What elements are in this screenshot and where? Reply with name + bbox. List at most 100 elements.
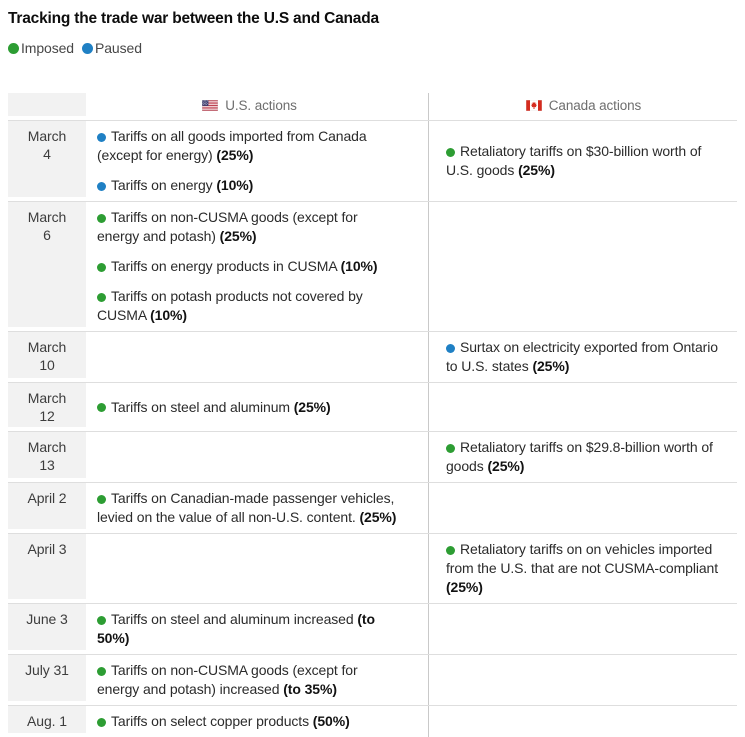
legend-item-imposed: Imposed <box>8 40 74 56</box>
canada-actions-cell: Surtax on electricity exported from Onta… <box>428 332 737 382</box>
action-emphasis: (10%) <box>340 258 378 274</box>
action-text: Tariffs on steel and aluminum <box>111 398 290 415</box>
date-label: March 13 <box>8 432 86 482</box>
imposed-dot-icon <box>446 443 455 453</box>
action-emphasis: (10%) <box>150 307 187 323</box>
date-label: April 3 <box>8 534 86 603</box>
date-label: Aug. 1 <box>8 706 86 737</box>
imposed-dot-icon <box>446 545 455 555</box>
us-actions-cell: Tariffs on non-CUSMA goods (except for e… <box>86 655 428 705</box>
table-row: Aug. 1 Tariffs on select copper products … <box>8 705 737 737</box>
action-item: Tariffs on steel and aluminum increased … <box>97 610 402 648</box>
canada-actions-cell: Retaliatory tariffs on $29.8-billion wor… <box>428 432 737 482</box>
us-actions-cell <box>86 534 428 603</box>
us-actions-cell: Tariffs on non-CUSMA goods (except for e… <box>86 202 428 331</box>
action-item: Tariffs on non-CUSMA goods (except for e… <box>97 661 402 699</box>
canada-actions-cell <box>428 706 737 737</box>
action-emphasis: (25%) <box>518 162 555 178</box>
action-text: Retaliatory tariffs on $30-billion worth… <box>446 143 702 178</box>
us-actions-header-label: U.S. actions <box>225 98 297 113</box>
action-text: Tariffs on select copper products <box>111 713 309 729</box>
us-actions-cell: Tariffs on Canadian-made passenger vehic… <box>86 483 428 533</box>
us-actions-cell: Tariffs on select copper products (50%) <box>86 706 428 737</box>
table-row: April 2 Tariffs on Canadian-made passenge… <box>8 482 737 533</box>
action-text: Tariffs on all goods imported from Canad… <box>97 128 367 163</box>
us-actions-cell <box>86 332 428 382</box>
paused-dot-icon <box>446 343 455 353</box>
action-emphasis: (to 35%) <box>283 681 337 697</box>
action-item: Tariffs on steel and aluminum (25%) <box>97 398 402 417</box>
imposed-dot-icon <box>8 42 19 54</box>
action-text: Surtax on electricity exported from Onta… <box>446 339 718 374</box>
action-item: Tariffs on energy products in CUSMA (10%… <box>97 257 402 276</box>
action-emphasis: (25%) <box>216 147 254 163</box>
us-flag-icon <box>202 100 219 111</box>
action-item: Tariffs on energy (10%) <box>97 176 402 195</box>
action-item: Retaliatory tariffs on $30-billion worth… <box>446 142 721 180</box>
paused-dot-icon <box>97 181 106 191</box>
us-actions-cell: Tariffs on all goods imported from Canad… <box>86 121 428 201</box>
table-row: March 10 Surtax on electricity exported f… <box>8 331 737 382</box>
canada-actions-column-header: Canada actions <box>428 93 737 120</box>
us-actions-cell <box>86 432 428 482</box>
us-actions-cell: Tariffs on steel and aluminum increased … <box>86 604 428 654</box>
trade-actions-table: U.S. actions Canada actions March 4 Tarif… <box>8 93 737 737</box>
table-row: March 13 Retaliatory tariffs on $29.8-bil… <box>8 431 737 482</box>
imposed-dot-icon <box>97 666 106 676</box>
paused-dot-icon <box>82 42 93 54</box>
date-label: June 3 <box>8 604 86 654</box>
action-text: Retaliatory tariffs on $29.8-billion wor… <box>446 439 713 474</box>
us-actions-cell: Tariffs on steel and aluminum (25%) <box>86 383 428 431</box>
canada-actions-cell: Retaliatory tariffs on $30-billion worth… <box>428 121 737 201</box>
action-text: Tariffs on energy <box>111 177 213 193</box>
legend-label-imposed: Imposed <box>21 40 74 56</box>
action-text: Retaliatory tariffs on on vehicles impor… <box>446 541 719 576</box>
action-item: Tariffs on non-CUSMA goods (except for e… <box>97 208 402 246</box>
action-text: Tariffs on energy products in CUSMA <box>111 258 337 274</box>
legend-item-paused: Paused <box>82 40 142 56</box>
action-item: Retaliatory tariffs on on vehicles impor… <box>446 540 721 597</box>
legend-label-paused: Paused <box>95 40 142 56</box>
date-label: July 31 <box>8 655 86 705</box>
canada-actions-cell: Retaliatory tariffs on on vehicles impor… <box>428 534 737 603</box>
date-label: March 10 <box>8 332 86 382</box>
legend: Imposed Paused <box>8 40 737 56</box>
action-text: Tariffs on steel and aluminum increased <box>111 611 354 627</box>
canada-actions-cell <box>428 604 737 654</box>
action-item: Retaliatory tariffs on $29.8-billion wor… <box>446 438 721 476</box>
imposed-dot-icon <box>97 213 106 223</box>
paused-dot-icon <box>97 132 106 142</box>
date-label: March 12 <box>8 383 86 431</box>
us-actions-column-header: U.S. actions <box>86 93 428 120</box>
action-item: Tariffs on select copper products (50%) <box>97 712 402 731</box>
table-row: July 31 Tariffs on non-CUSMA goods (excep… <box>8 654 737 705</box>
action-emphasis: (25%) <box>219 228 257 244</box>
action-emphasis: (25%) <box>293 398 331 415</box>
action-item: Tariffs on potash products not covered b… <box>97 287 402 325</box>
canada-actions-cell <box>428 383 737 431</box>
imposed-dot-icon <box>97 292 106 302</box>
table-row: April 3 Retaliatory tariffs on on vehicle… <box>8 533 737 603</box>
table-header-row: U.S. actions Canada actions <box>8 93 737 120</box>
canada-actions-cell <box>428 483 737 533</box>
canada-actions-cell <box>428 202 737 331</box>
imposed-dot-icon <box>97 403 106 412</box>
action-emphasis: (25%) <box>446 579 483 595</box>
imposed-dot-icon <box>446 147 455 157</box>
table-row: March 12 Tariffs on steel and aluminum (2… <box>8 382 737 431</box>
imposed-dot-icon <box>97 494 106 504</box>
action-emphasis: (25%) <box>359 509 397 525</box>
canada-flag-icon <box>525 100 542 111</box>
canada-actions-cell <box>428 655 737 705</box>
action-emphasis: (to 50%) <box>97 611 375 646</box>
imposed-dot-icon <box>97 717 106 727</box>
date-label: March 4 <box>8 121 86 201</box>
date-label: March 6 <box>8 202 86 331</box>
table-row: March 6 Tariffs on non-CUSMA goods (excep… <box>8 201 737 331</box>
action-emphasis: (25%) <box>487 458 525 474</box>
imposed-dot-icon <box>97 262 106 272</box>
action-text: Tariffs on non-CUSMA goods (except for e… <box>97 662 358 697</box>
canada-actions-header-label: Canada actions <box>548 98 642 113</box>
action-emphasis: (50%) <box>312 713 350 729</box>
